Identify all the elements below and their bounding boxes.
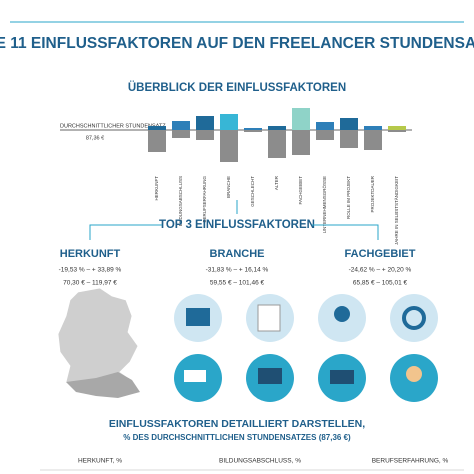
detail-columns: HERKUNFT, % BILDUNGSABSCHLUSS, % BERUFSERF… xyxy=(78,458,449,465)
icon-shape xyxy=(406,366,422,382)
column-header: BILDUNGSABSCHLUSS, % xyxy=(219,458,301,465)
map-region xyxy=(66,372,140,398)
bar xyxy=(364,130,382,150)
bar xyxy=(220,114,238,130)
icon-shape xyxy=(186,308,210,326)
icon-shape xyxy=(334,306,350,322)
top3: HERKUNFT -19,53 % – + 33,89 % 70,30 € – 11… xyxy=(59,248,416,287)
details-title: EINFLUSSFAKTOREN DETAILLIERT DARSTELLEN, xyxy=(109,418,365,430)
bar xyxy=(268,130,286,158)
range-eur: 65,85 € – 105,01 € xyxy=(353,280,408,287)
category-label: ROLLE IM PROJEKT xyxy=(346,176,351,219)
baseline-label: DURCHSCHNITTLICHER STUNDENSATZ xyxy=(60,123,166,129)
factor-name: BRANCHE xyxy=(210,248,265,260)
category-label: BERUFSERFAHRUNG xyxy=(202,176,207,223)
bar xyxy=(340,130,358,148)
category-label: GESCHLECHT xyxy=(250,176,255,207)
range-eur: 59,55 € – 101,46 € xyxy=(210,280,265,287)
category-label: JAHRE IN SELBSTSTÄNDIGKEIT xyxy=(393,176,399,245)
range-pct: -24,62 % – + 20,20 % xyxy=(349,267,412,274)
bar xyxy=(244,128,262,130)
icon-shape xyxy=(184,370,206,382)
arrow-right xyxy=(312,224,379,240)
bar xyxy=(388,130,406,132)
icons xyxy=(174,294,438,402)
bar xyxy=(316,122,334,130)
icon-shape xyxy=(402,306,426,330)
column-header: HERKUNFT, % xyxy=(78,458,122,465)
bar xyxy=(172,121,190,130)
range-pct: -31,83 % – + 16,14 % xyxy=(206,267,269,274)
bar xyxy=(172,130,190,138)
title: DIE 11 EINFLUSSFAKTOREN AUF DEN FREELANC… xyxy=(0,35,474,52)
bar xyxy=(148,126,166,130)
category-label: PROJEKTDAUER xyxy=(370,175,375,212)
category-label: HERKUNFT xyxy=(154,176,159,201)
factor-name: HERKUNFT xyxy=(60,248,121,260)
icon-shape xyxy=(257,304,281,332)
category-label: BILDUNGSABSCHLUSS xyxy=(178,176,183,226)
factor-name: FACHGEBIET xyxy=(345,248,416,260)
bar xyxy=(364,126,382,130)
category-label: FACHGEBIET xyxy=(298,176,303,205)
details-subtitle: % DES DURCHSCHNITTLICHEN STUNDENSATZES (… xyxy=(123,433,351,442)
top3-title: TOP 3 EINFLUSSFAKTOREN xyxy=(159,219,315,231)
arrow-left xyxy=(89,224,162,240)
bar xyxy=(292,108,310,130)
category-label: UNTERNEHMENSGRÖSSE xyxy=(321,176,327,233)
bar xyxy=(148,130,166,152)
bar xyxy=(268,126,286,130)
range-eur: 70,30 € – 119,97 € xyxy=(63,280,117,287)
category-label: BRANCHE xyxy=(226,176,231,198)
bar xyxy=(292,130,310,155)
bar xyxy=(196,130,214,140)
bar xyxy=(196,116,214,130)
icon-shape xyxy=(330,370,354,384)
bars: HERKUNFT BILDUNGSABSCHLUSS BERUFSERFAHRUNG… xyxy=(148,108,406,245)
icon-shape xyxy=(258,368,282,384)
baseline-value: 87,36 € xyxy=(86,135,104,141)
chart-title: ÜBERBLICK DER EINFLUSSFAKTOREN xyxy=(128,81,346,94)
column-header: BERUFSERFAHRUNG, % xyxy=(372,458,449,465)
category-label: ALTER xyxy=(274,175,279,190)
range-pct: -19,53 % – + 33,89 % xyxy=(59,267,122,274)
bar xyxy=(244,130,262,132)
bar xyxy=(388,126,406,130)
bar xyxy=(316,130,334,140)
bar xyxy=(340,118,358,130)
bar xyxy=(220,130,238,162)
icon xyxy=(390,294,438,342)
